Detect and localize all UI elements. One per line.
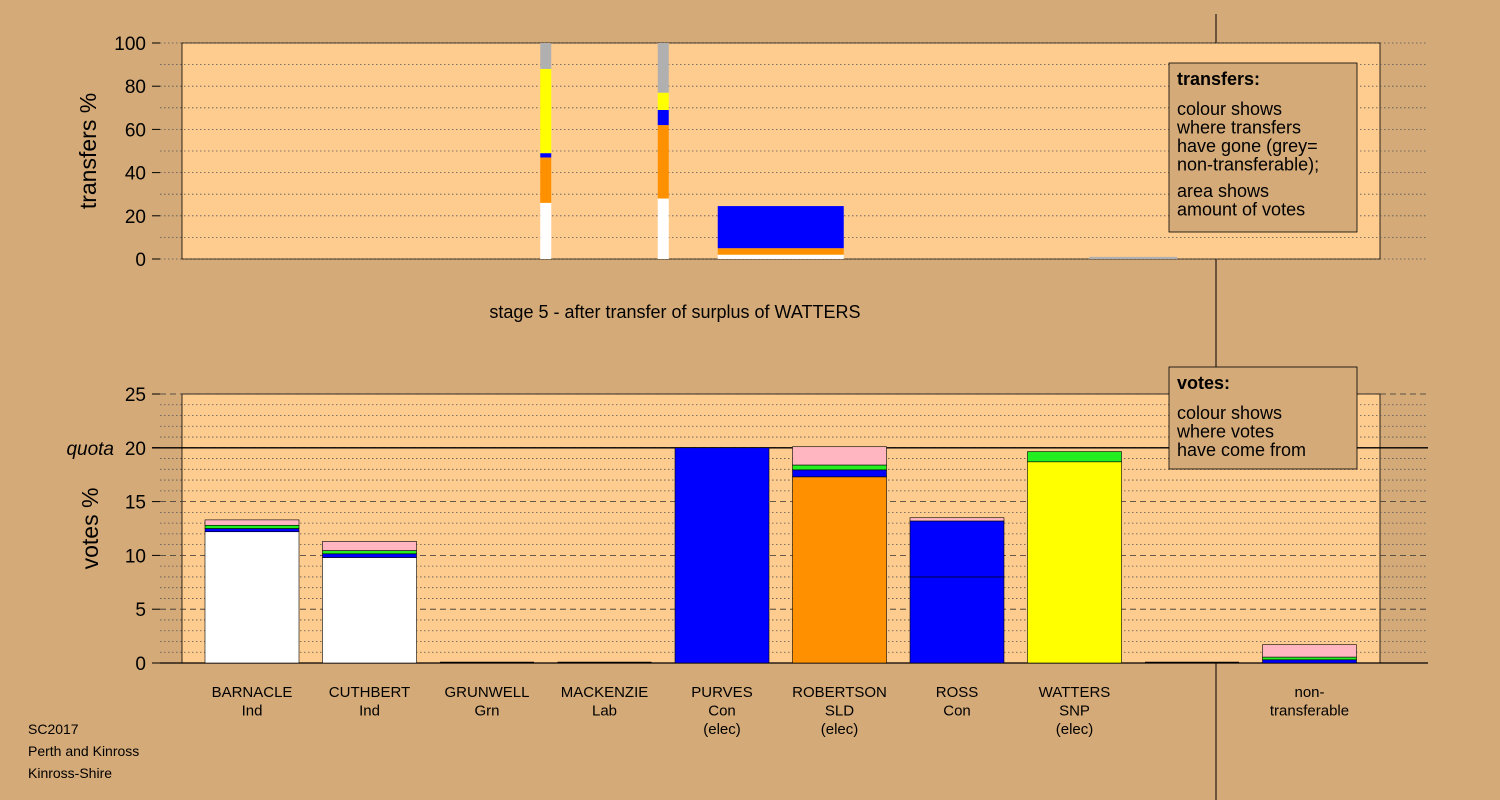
votes-ytick-label: 10 <box>125 546 146 567</box>
transfers-ytick-label: 100 <box>114 34 146 55</box>
vote-bar-segment <box>322 557 417 664</box>
transfers-legend-line: non-transferable); <box>1177 155 1319 175</box>
category-label: WATTERS <box>1039 684 1111 701</box>
category-label: SNP <box>1059 703 1090 720</box>
transfer-bar-segment <box>657 198 669 259</box>
category-label: MACKENZIE <box>561 684 649 701</box>
vote-bar-segment <box>204 528 300 533</box>
transfer-bar-segment <box>717 254 844 259</box>
quota-label: quota <box>66 439 114 460</box>
vote-bar-segment <box>792 446 887 466</box>
transfers-legend-line: colour shows <box>1177 99 1282 119</box>
transfers-ytick-label: 80 <box>125 77 146 98</box>
votes-ytick-label: 15 <box>125 493 146 514</box>
footer-election: SC2017 <box>28 721 79 737</box>
vote-bar-segment <box>322 553 417 558</box>
vote-bar-segment <box>1027 451 1122 463</box>
category-label: ROSS <box>936 684 979 701</box>
votes-legend-box <box>1168 366 1358 470</box>
transfers-ytick-label: 40 <box>125 164 146 185</box>
transfers-legend-line: area shows <box>1177 181 1269 201</box>
category-label: non- <box>1294 684 1324 701</box>
transfer-bar-segment <box>657 92 669 110</box>
category-label: (elec) <box>821 721 859 738</box>
votes-ytick-label: 0 <box>135 654 146 675</box>
votes-legend-line: where votes <box>1176 422 1274 442</box>
transfer-bar-segment <box>540 43 552 69</box>
category-label: Con <box>943 703 971 720</box>
transfers-legend-line: amount of votes <box>1177 200 1305 220</box>
vote-bar-segment <box>322 541 417 551</box>
transfer-bar-segment <box>657 109 669 126</box>
transfers-ytick-label: 0 <box>135 250 146 271</box>
vote-bar-segment <box>792 469 887 478</box>
vote-bar-segment <box>1262 659 1357 664</box>
vote-bar-segment <box>792 476 887 664</box>
category-label: Grn <box>474 703 499 720</box>
votes-ytick-label: 5 <box>135 600 146 621</box>
vote-bar-segment <box>204 519 300 526</box>
transfer-bar-segment <box>540 157 552 203</box>
category-label: SLD <box>825 703 854 720</box>
transfer-bar-segment <box>1089 256 1178 259</box>
footer: SC2017 Perth and Kinross Kinross-Shire <box>28 718 139 784</box>
vote-bar-segment <box>909 517 1005 522</box>
transfers-ytick-label: 60 <box>125 120 146 141</box>
vote-bar-segment <box>674 447 770 664</box>
votes-legend-title: votes: <box>1177 373 1230 393</box>
category-label: GRUNWELL <box>444 684 529 701</box>
category-label: Ind <box>359 703 380 720</box>
stage-caption: stage 5 - after transfer of surplus of W… <box>489 302 860 322</box>
category-label: PURVES <box>691 684 752 701</box>
vote-bar-segment <box>792 464 887 471</box>
vote-bar-segment <box>1262 644 1357 658</box>
votes-ytick-label: 20 <box>125 439 146 460</box>
category-label: Con <box>708 703 736 720</box>
transfer-bar-segment <box>540 202 552 259</box>
votes-legend-line: colour shows <box>1177 403 1282 423</box>
transfers-legend-title: transfers: <box>1177 69 1260 89</box>
vote-bar-segment <box>909 576 1005 664</box>
transfers-legend-box <box>1168 62 1358 233</box>
vote-bar-segment <box>204 524 300 529</box>
category-label: CUTHBERT <box>329 684 410 701</box>
transfers-ytick-label: 20 <box>125 207 146 228</box>
category-label: (elec) <box>1056 721 1094 738</box>
transfer-bar-segment <box>657 43 669 93</box>
transfers-y-axis-title: transfers % <box>75 93 101 209</box>
transfer-bar-segment <box>657 125 669 199</box>
vote-bar-segment <box>1027 461 1122 664</box>
transfer-bar-segment <box>540 153 552 158</box>
votes-ytick-label: 25 <box>125 385 146 406</box>
vote-bar-segment <box>204 531 300 664</box>
category-label: (elec) <box>703 721 741 738</box>
vote-bar-segment <box>1262 656 1357 661</box>
vote-bar-segment <box>322 550 417 555</box>
category-label: transferable <box>1270 703 1349 720</box>
transfer-bar-segment <box>717 248 844 255</box>
category-label: ROBERTSON <box>792 684 887 701</box>
transfers-legend-line: where transfers <box>1176 118 1301 138</box>
votes-legend-line: have come from <box>1177 440 1306 460</box>
transfers-legend-line: have gone (grey= <box>1177 136 1318 156</box>
transfer-bar-segment <box>540 68 552 154</box>
category-label: Ind <box>242 703 263 720</box>
footer-council: Perth and Kinross <box>28 743 140 759</box>
votes-y-axis-title: votes % <box>77 488 103 570</box>
transfer-bar-segment <box>717 206 844 249</box>
footer-ward: Kinross-Shire <box>28 765 113 781</box>
vote-bar-segment <box>909 520 1005 578</box>
category-label: BARNACLE <box>212 684 293 701</box>
category-label: Lab <box>592 703 617 720</box>
